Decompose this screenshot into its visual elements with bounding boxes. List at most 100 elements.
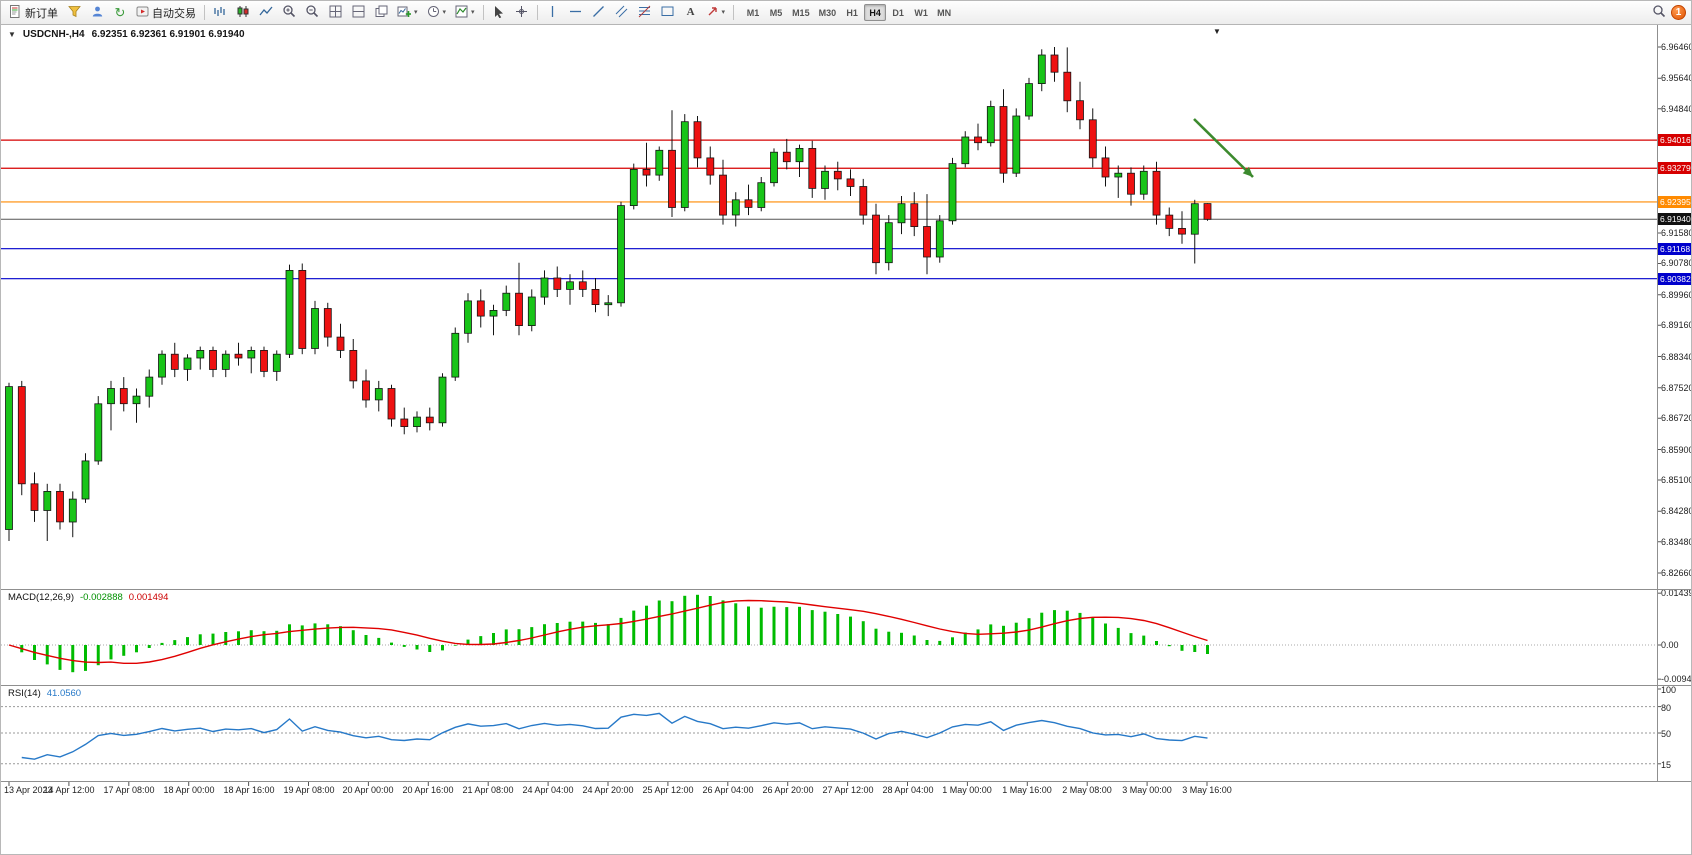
- refresh-icon: ↻: [114, 5, 126, 20]
- price-axis-label: 6.82660: [1661, 568, 1692, 578]
- zoom-in-button[interactable]: [278, 3, 300, 23]
- candle-body: [323, 308, 332, 338]
- timeframe-d1-button[interactable]: D1: [892, 7, 904, 18]
- macd-main-value: -0.002888: [80, 592, 123, 603]
- candle-body: [604, 302, 613, 306]
- fibonacci-tool-button[interactable]: [634, 3, 656, 23]
- time-label: 24 Apr 20:00: [582, 785, 634, 795]
- chart-shift-marker-icon[interactable]: ▼: [1213, 27, 1221, 36]
- timeframe-m15-button[interactable]: M15: [792, 7, 810, 18]
- price-level-tag[interactable]: 6.90382: [1658, 273, 1691, 285]
- candle-body: [1025, 83, 1033, 117]
- timeframe-m1-button[interactable]: M1: [746, 7, 760, 18]
- price-level-tag[interactable]: 6.93279: [1658, 162, 1691, 174]
- refresh-button[interactable]: ↻: [109, 3, 131, 23]
- candle-body: [961, 136, 970, 165]
- periods-button[interactable]: ▾: [423, 3, 451, 23]
- candle-body: [1037, 54, 1046, 85]
- toolbar-separator: [482, 5, 484, 20]
- chevron-down-icon: ▾: [721, 9, 726, 16]
- new-order-button[interactable]: 新订单: [5, 3, 62, 23]
- new-chart-button[interactable]: ▾: [393, 3, 422, 23]
- arrows-tool-button[interactable]: ▾: [703, 3, 730, 23]
- timeframe-m30-button[interactable]: M30: [818, 7, 837, 18]
- line-chart-button[interactable]: [255, 3, 277, 23]
- price-level-tag[interactable]: 6.94016: [1658, 134, 1691, 146]
- candle-body: [400, 418, 409, 427]
- candle-body: [158, 353, 166, 378]
- price-axis-label: 6.83480: [1661, 537, 1692, 547]
- vertical-line-tool-button[interactable]: [542, 3, 564, 23]
- candle-body: [476, 300, 485, 317]
- autotrading-label: 自动交易: [152, 7, 196, 20]
- time-label: 20 Apr 16:00: [402, 785, 454, 795]
- zoom-out-button[interactable]: [301, 3, 323, 23]
- trend-arrow[interactable]: [1193, 118, 1254, 178]
- candle-body: [17, 386, 26, 485]
- candle-body: [311, 308, 319, 349]
- bar-chart-button[interactable]: [209, 3, 231, 23]
- time-label: 14 Apr 12:00: [43, 785, 95, 795]
- candle-body: [719, 174, 727, 216]
- text-tool-button[interactable]: A: [680, 3, 702, 23]
- price-level-tag[interactable]: 6.92395: [1658, 196, 1691, 208]
- candle-body: [731, 199, 740, 216]
- timeframe-h4-button[interactable]: H4: [864, 4, 887, 21]
- market-watch-button[interactable]: [86, 3, 108, 23]
- search-icon: [1652, 4, 1666, 21]
- candle-body: [986, 106, 995, 144]
- channel-tool-button[interactable]: [611, 3, 633, 23]
- timeframe-m5-button[interactable]: M5: [769, 7, 783, 18]
- timeframe-w1-button[interactable]: W1: [914, 7, 928, 18]
- candle-body: [706, 157, 715, 176]
- arrange-windows-icon: [352, 5, 365, 21]
- candle-body: [68, 498, 77, 523]
- time-label: 21 Apr 08:00: [462, 785, 514, 795]
- candlestick-chart-button[interactable]: [232, 3, 254, 23]
- clock-icon: [427, 5, 440, 21]
- person-icon: [91, 5, 104, 21]
- notification-badge[interactable]: 1: [1671, 5, 1686, 20]
- arrange-windows-button[interactable]: [347, 3, 369, 23]
- search-button[interactable]: [1648, 3, 1670, 23]
- cursor-button[interactable]: [488, 3, 510, 23]
- panel-separator-rsi[interactable]: [1, 685, 1691, 686]
- time-axis-line[interactable]: [1, 781, 1691, 782]
- candle-body: [553, 277, 562, 290]
- profiles-button[interactable]: [63, 3, 85, 23]
- macd-axis-label: 0.014399: [1661, 588, 1691, 598]
- price-axis-label: 6.87520: [1661, 383, 1692, 393]
- rsi-axis-label: 50: [1661, 729, 1672, 739]
- line-chart-icon: [259, 5, 273, 21]
- trend-arrow-head: [1242, 166, 1253, 177]
- macd-name: MACD(12,26,9): [8, 592, 74, 603]
- candle-body: [910, 203, 919, 227]
- candle-body: [43, 490, 52, 511]
- autotrading-button[interactable]: 自动交易: [132, 3, 200, 23]
- channel-icon: [615, 5, 628, 21]
- text-tool-icon: A: [686, 6, 695, 18]
- indicators-button[interactable]: ▾: [451, 3, 479, 23]
- candle-body: [145, 376, 154, 397]
- trendline-tool-button[interactable]: [588, 3, 610, 23]
- indicators-icon: [455, 5, 468, 21]
- tile-windows-button[interactable]: [324, 3, 346, 23]
- price-axis-line[interactable]: [1657, 25, 1658, 781]
- candle-body: [808, 147, 817, 189]
- crosshair-button[interactable]: [511, 3, 533, 23]
- chart-title: ▼ USDCNH-,H4 6.92351 6.92361 6.91901 6.9…: [8, 29, 245, 40]
- price-axis-label: 6.94840: [1661, 104, 1692, 114]
- horizontal-line-tool-button[interactable]: [565, 3, 587, 23]
- timeframe-h1-button[interactable]: H1: [846, 7, 858, 18]
- timeframe-mn-button[interactable]: MN: [937, 7, 952, 18]
- price-level-tag[interactable]: 6.91168: [1658, 243, 1691, 255]
- collapse-triangle-icon[interactable]: ▼: [8, 30, 16, 39]
- rsi-axis-label: 100: [1661, 685, 1677, 695]
- price-axis-label: 6.88340: [1661, 352, 1692, 362]
- chart-area[interactable]: [1, 25, 1691, 854]
- price-axis-label: 6.86720: [1661, 413, 1692, 423]
- panel-separator-macd[interactable]: [1, 589, 1691, 590]
- time-label: 2 May 08:00: [1062, 785, 1112, 795]
- shapes-tool-button[interactable]: [657, 3, 679, 23]
- cascade-windows-button[interactable]: [370, 3, 392, 23]
